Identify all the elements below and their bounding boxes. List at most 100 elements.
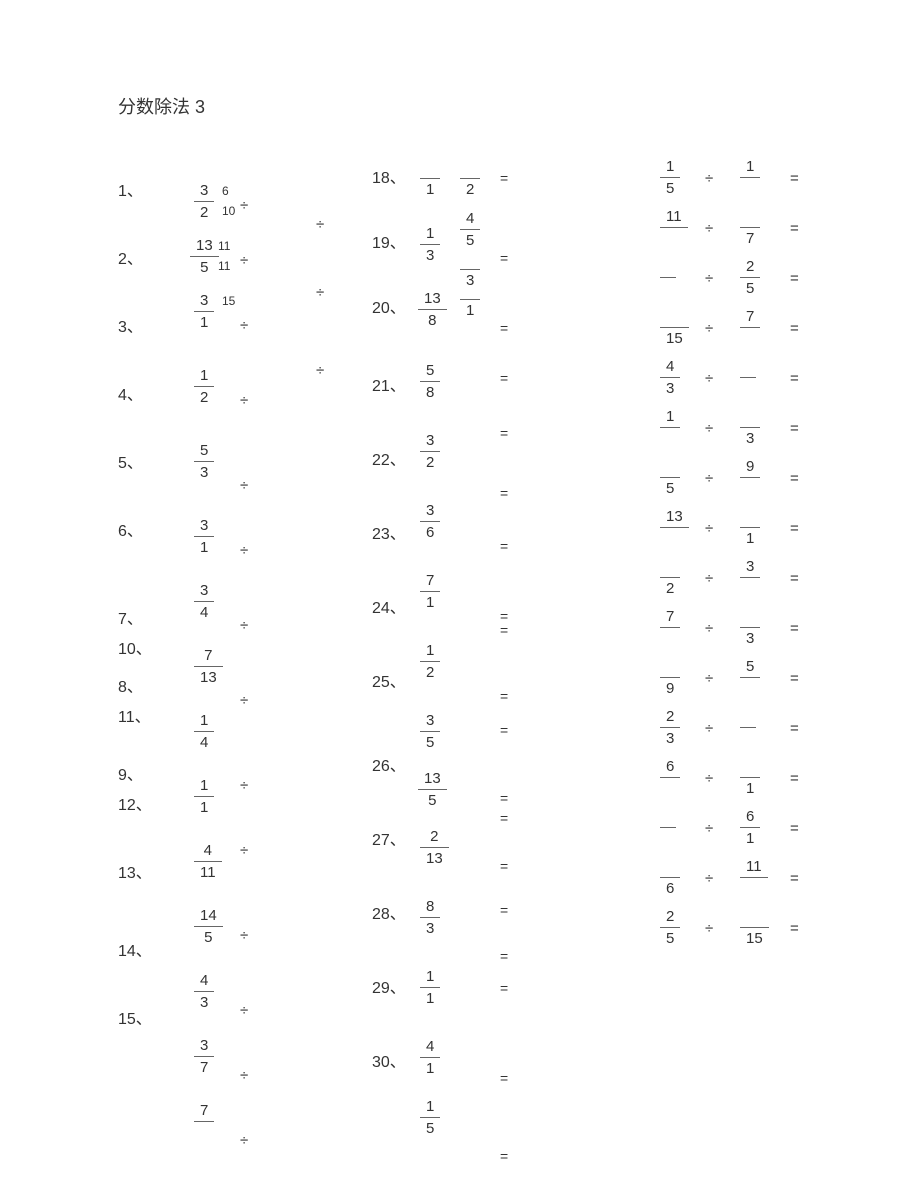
numerator: 2 [740,258,760,277]
question-number: 13、 [118,859,152,883]
denominator: 3 [660,727,680,747]
denominator [660,427,680,447]
divide-op: ÷ [316,284,324,301]
fraction: 15 [660,308,689,347]
divide-op: ÷ [705,870,713,887]
equals-sign: = [790,470,799,487]
numerator: 1 [420,968,440,987]
equals-sign: = [500,170,508,186]
equals-sign: = [790,170,799,187]
numerator: 4 [194,842,222,861]
numerator [740,908,769,927]
numerator [660,458,680,477]
equals-sign: = [500,370,508,386]
fraction: 14 [194,712,214,751]
denominator [740,577,760,597]
numerator [660,858,680,877]
denominator: 5 [420,731,440,751]
denominator: 15 [660,327,689,347]
fraction: 713 [194,647,223,686]
numerator: 3 [194,1037,214,1056]
denominator: 1 [420,178,440,198]
equals-sign: = [790,870,799,887]
denominator: 5 [194,926,223,946]
denominator: 11 [194,861,222,881]
side-number: 15 [222,294,235,308]
denominator [660,777,680,797]
equals-sign: = [500,722,508,738]
denominator: 1 [460,299,480,319]
denominator: 5 [660,477,680,497]
fraction: 135 [418,770,447,809]
fraction: 37 [194,1037,214,1076]
question-number: 19、 [372,229,406,253]
side-number: 6 [222,184,229,198]
numerator: 5 [194,442,214,461]
numerator: 1 [420,1098,440,1117]
divide-op: ÷ [705,420,713,437]
divide-op: ÷ [240,842,248,859]
denominator: 4 [194,731,214,751]
equals-sign: = [790,620,799,637]
denominator [660,277,676,297]
numerator: 1 [194,712,214,731]
numerator: 9 [740,458,760,477]
divide-op: ÷ [240,777,248,794]
fraction: 138 [418,290,447,329]
numerator: 1 [660,158,680,177]
denominator [740,477,760,497]
fraction: 1 [740,508,760,547]
question-number: 30、 [372,1048,406,1072]
fraction [660,258,676,297]
question-number: 18、 [372,164,406,188]
denominator: 1 [740,527,760,547]
equals-sign: = [790,370,799,387]
denominator: 2 [194,386,214,406]
equals-sign: = [500,858,508,874]
numerator [740,208,760,227]
equals-sign: = [790,320,799,337]
numerator: 7 [420,572,440,591]
equals-sign: = [790,820,799,837]
equals-sign: = [790,420,799,437]
fraction: 2 [660,558,680,597]
numerator [660,658,680,677]
numerator: 5 [420,362,440,381]
fraction: 23 [660,708,680,747]
divide-op: ÷ [240,197,248,214]
question-number: 24、 [372,594,406,618]
question-number: 21、 [372,372,406,396]
numerator: 3 [420,712,440,731]
divide-op: ÷ [240,317,248,334]
question-number: 12、 [118,791,152,815]
denominator: 5 [740,277,760,297]
divide-op: ÷ [705,370,713,387]
equals-sign: = [500,688,508,704]
denominator: 2 [420,451,440,471]
numerator: 13 [660,508,689,527]
fraction [740,358,756,397]
question-number: 27、 [372,826,406,850]
question-number: 2、 [118,245,143,269]
numerator: 4 [660,358,680,377]
divide-op: ÷ [705,670,713,687]
equals-sign: = [790,920,799,937]
side-number: 11 [218,239,230,253]
denominator: 3 [460,269,480,289]
question-number: 1、 [118,177,143,201]
numerator: 11 [740,858,768,877]
denominator: 3 [420,244,440,264]
denominator: 2 [660,577,680,597]
fraction: 15 [420,1098,440,1137]
numerator [660,808,676,827]
fraction: 213 [420,828,449,867]
numerator [740,358,756,377]
divide-op: ÷ [240,1067,248,1084]
denominator: 15 [740,927,769,947]
fraction: 145 [194,907,223,946]
equals-sign: = [500,320,508,336]
denominator [660,227,688,247]
side-number: 11 [218,259,230,273]
fraction: 58 [420,362,440,401]
denominator [660,827,676,847]
